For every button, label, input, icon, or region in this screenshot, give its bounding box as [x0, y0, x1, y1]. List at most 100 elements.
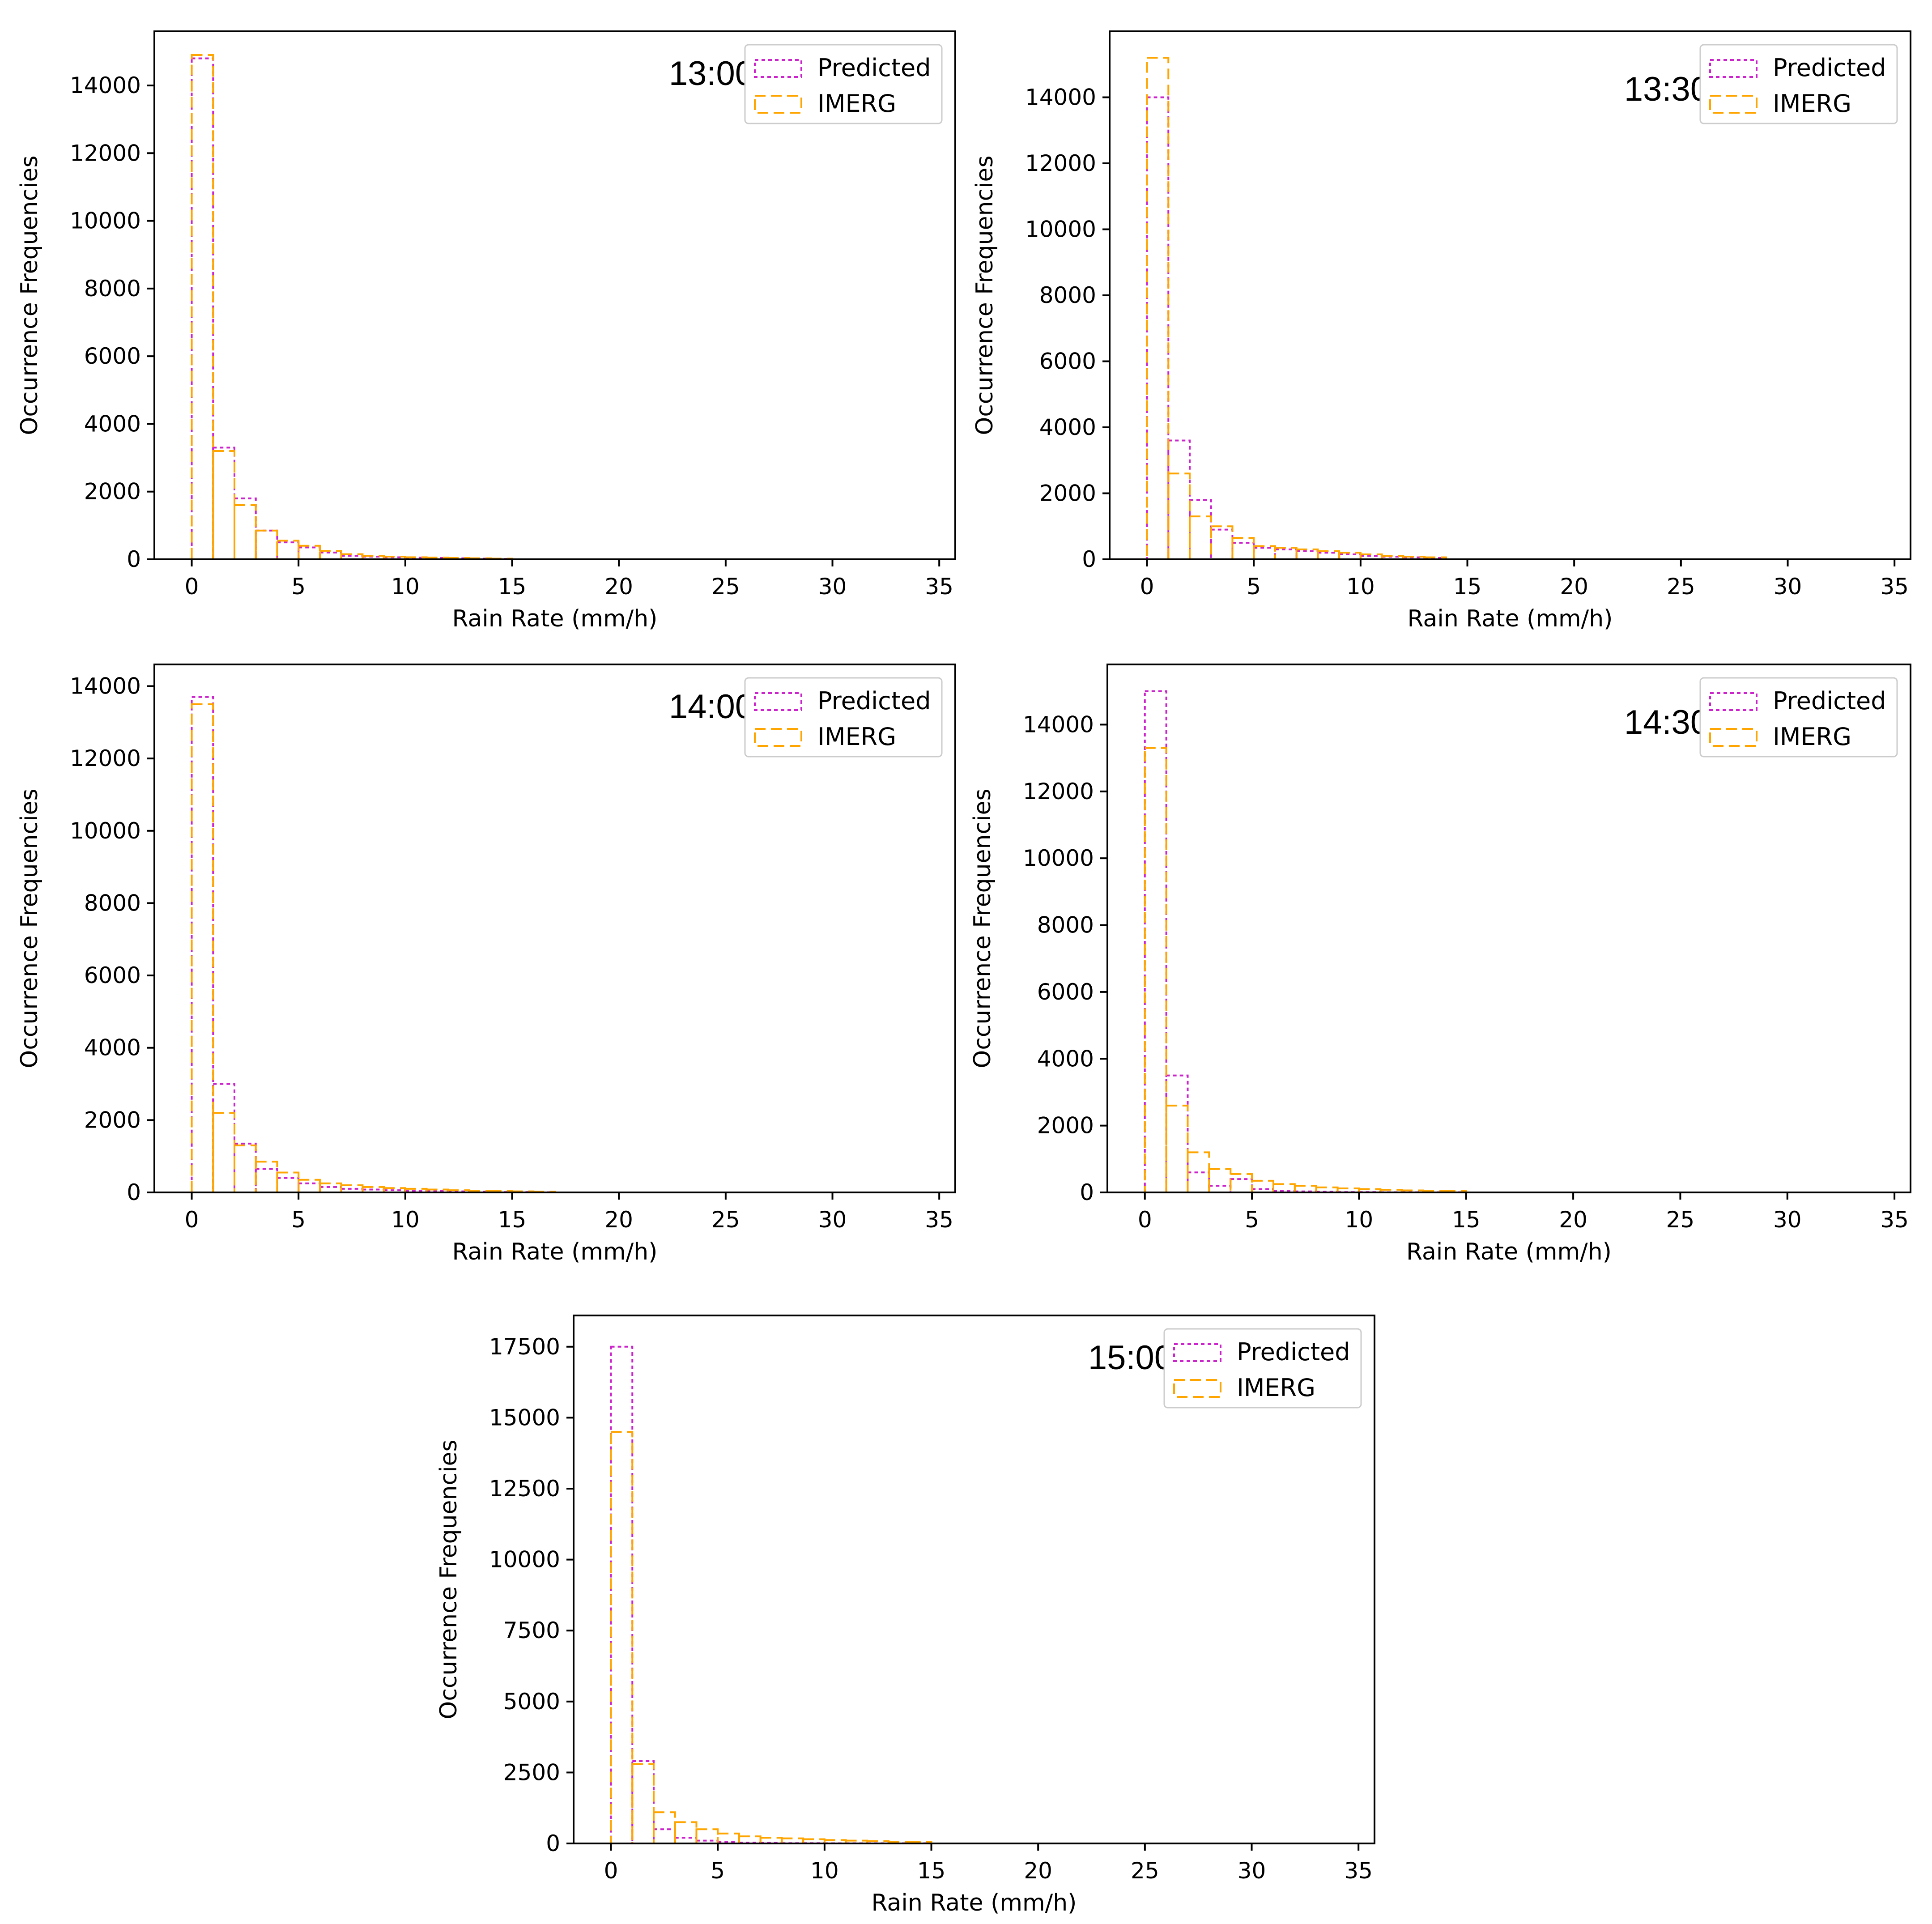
chart-panel-1500: 0 5 10 15 20 25 30 35 0 2500 5000 7500 10000 12500 150…	[435, 1315, 1375, 1916]
y-tick-label: 14000	[70, 72, 141, 98]
y-tick-label: 10000	[70, 818, 141, 844]
y-tick-label: 6000	[1037, 979, 1094, 1005]
x-tick-label: 30	[1773, 1207, 1802, 1233]
imerg-bar	[276, 1171, 300, 1193]
legend-predicted-swatch	[754, 59, 802, 78]
y-tick-label: 2000	[1037, 1113, 1094, 1139]
predicted-bar	[1274, 548, 1298, 560]
x-tick-label: 35	[925, 1207, 953, 1233]
imerg-bar	[212, 450, 235, 561]
x-tick-label: 15	[498, 574, 527, 600]
imerg-bar	[1208, 1168, 1232, 1193]
y-axis-label: Occurrence Frequencies	[16, 788, 43, 1068]
x-tick-label: 30	[818, 1207, 847, 1233]
legend-box	[1699, 44, 1898, 124]
legend: Predicted IMERG	[1699, 677, 1898, 758]
x-tick-label: 10	[1346, 574, 1375, 600]
chart-panel-1300: 0 5 10 15 20 25 30 35 0 2000 4000 6000 8000 10000 1200…	[16, 30, 956, 632]
legend-box	[744, 677, 943, 758]
x-tick-label: 5	[711, 1858, 725, 1884]
predicted-bar	[191, 57, 214, 560]
legend-imerg-label: IMERG	[1773, 89, 1851, 118]
y-tick-label: 4000	[84, 411, 141, 437]
time-label: 13:00	[669, 55, 754, 93]
y-tick-label: 12000	[1023, 779, 1094, 805]
imerg-bar	[674, 1821, 698, 1845]
y-tick-label: 8000	[1039, 282, 1096, 308]
predicted-bar	[276, 541, 300, 560]
legend-predicted-swatch	[1173, 1343, 1221, 1362]
predicted-bar	[276, 1177, 300, 1193]
x-tick-label: 35	[1880, 1207, 1909, 1233]
x-tick-label: 10	[810, 1858, 839, 1884]
predicted-bar	[319, 551, 342, 561]
x-tick-label: 20	[604, 1207, 633, 1233]
y-tick-label: 7500	[503, 1618, 560, 1643]
imerg-bar	[1230, 1173, 1253, 1194]
legend-predicted-swatch	[1709, 692, 1758, 711]
y-tick-label: 6000	[84, 962, 141, 988]
x-tick-label: 0	[604, 1858, 618, 1884]
legend-imerg-swatch	[1709, 728, 1758, 747]
x-tick-label: 5	[291, 1207, 306, 1233]
y-axis-label: Occurrence Frequencies	[971, 155, 998, 435]
predicted-bar	[1187, 1171, 1210, 1194]
histogram-bars	[610, 1345, 932, 1845]
x-tick-label: 25	[711, 574, 740, 600]
imerg-bar	[298, 545, 321, 560]
y-tick-label: 8000	[84, 276, 141, 302]
legend-imerg-swatch	[1709, 95, 1758, 114]
imerg-bar	[653, 1811, 676, 1845]
predicted-bar	[1230, 1178, 1253, 1193]
legend-predicted-label: Predicted	[817, 687, 931, 715]
x-tick-label: 35	[925, 574, 953, 600]
predicted-bar	[610, 1345, 634, 1844]
x-tick-label: 30	[818, 574, 847, 600]
x-tick-label: 15	[498, 1207, 527, 1233]
legend: Predicted IMERG	[744, 677, 943, 758]
predicted-bar	[1253, 547, 1276, 560]
predicted-bar	[1231, 542, 1255, 560]
y-tick-label: 10000	[1023, 845, 1094, 871]
predicted-bar	[1165, 1074, 1189, 1194]
legend-imerg-swatch	[1173, 1379, 1221, 1398]
predicted-bar	[255, 529, 278, 560]
imerg-bar	[276, 540, 300, 561]
legend-imerg-label: IMERG	[1237, 1374, 1315, 1402]
x-tick-label: 20	[1024, 1858, 1052, 1884]
x-tick-label: 10	[391, 1207, 420, 1233]
y-axis-label: Occurrence Frequencies	[435, 1439, 462, 1719]
chart-panel-1330: 0 5 10 15 20 25 30 35 0 2000 4000 6000 8000 10000 1200…	[971, 30, 1911, 632]
imerg-bar	[1189, 515, 1212, 560]
chart-panel-1430: 0 5 10 15 20 25 30 35 0 2000 4000 6000 8000 10000 1200…	[969, 664, 1911, 1265]
x-tick-label: 0	[185, 574, 199, 600]
y-tick-label: 12000	[70, 140, 141, 166]
y-tick-label: 2000	[84, 1107, 141, 1133]
imerg-bar	[298, 1179, 321, 1194]
x-tick-label: 35	[1344, 1858, 1373, 1884]
y-tick-label: 6000	[84, 343, 141, 369]
y-axis-label: Occurrence Frequencies	[16, 155, 43, 435]
imerg-bar	[319, 1182, 342, 1193]
imerg-bar	[234, 504, 257, 561]
legend-predicted-swatch	[1709, 59, 1758, 78]
x-tick-label: 35	[1880, 574, 1909, 600]
time-label: 15:00	[1088, 1339, 1173, 1377]
predicted-bar	[1189, 499, 1212, 560]
x-axis-label: Rain Rate (mm/h)	[872, 1890, 1077, 1916]
x-tick-label: 10	[1345, 1207, 1374, 1233]
x-tick-label: 15	[1452, 1207, 1481, 1233]
imerg-bar	[1210, 525, 1234, 560]
axes-frame	[153, 30, 956, 560]
predicted-bar	[1146, 96, 1170, 560]
y-tick-label: 4000	[84, 1035, 141, 1061]
imerg-bar	[1165, 1104, 1189, 1193]
y-tick-label: 14000	[1025, 85, 1096, 111]
imerg-bar	[631, 1763, 655, 1844]
predicted-bar	[1208, 1185, 1232, 1193]
y-tick-label: 12500	[489, 1476, 560, 1502]
imerg-bar	[1253, 545, 1276, 560]
y-tick-label: 4000	[1039, 414, 1096, 440]
x-tick-label: 0	[1140, 574, 1154, 600]
x-tick-label: 20	[604, 574, 633, 600]
